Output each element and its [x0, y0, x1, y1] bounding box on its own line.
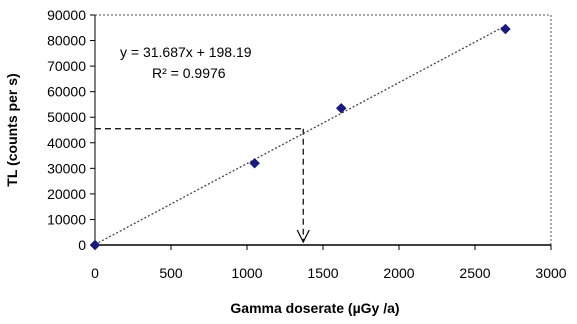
trendline-equation: y = 31.687x + 198.19 [120, 44, 252, 60]
data-points [89, 23, 511, 251]
y-tick-label: 70000 [47, 58, 86, 74]
data-point [89, 239, 101, 251]
y-tick-label: 90000 [47, 7, 86, 23]
y-axis-title: TL (counts per s) [4, 73, 20, 186]
x-tick-label: 1000 [231, 265, 262, 281]
x-axis-title: Gamma doserate (µGy /a) [230, 300, 399, 316]
data-point [335, 102, 347, 114]
y-tick-label: 60000 [47, 84, 86, 100]
reference-lines [95, 128, 310, 244]
y-tick-label: 20000 [47, 186, 86, 202]
y-tick-label: 80000 [47, 33, 86, 49]
data-point [500, 23, 511, 35]
reference-arrow-head [296, 229, 310, 244]
x-tick-label: 2500 [459, 265, 490, 281]
y-tick-label: 0 [78, 237, 86, 253]
x-tick-label: 3000 [535, 265, 566, 281]
y-tick-label: 40000 [47, 135, 86, 151]
y-tick-label: 30000 [47, 160, 86, 176]
y-tick-label: 50000 [47, 109, 86, 125]
x-tick-label: 500 [159, 265, 183, 281]
trendline [94, 25, 506, 246]
x-tick-label: 0 [91, 265, 99, 281]
x-tick-label: 2000 [383, 265, 414, 281]
x-axis: 0 500 1000 1500 2000 2500 3000 [91, 244, 567, 281]
trendline-r-squared: R² = 0.9976 [152, 65, 226, 81]
data-point [249, 157, 260, 169]
y-tick-label: 10000 [47, 211, 86, 227]
trendline-group [94, 25, 506, 246]
x-tick-label: 1500 [307, 265, 338, 281]
y-axis: 0 10000 20000 30000 40000 50000 60000 70000 8000… [47, 7, 96, 253]
